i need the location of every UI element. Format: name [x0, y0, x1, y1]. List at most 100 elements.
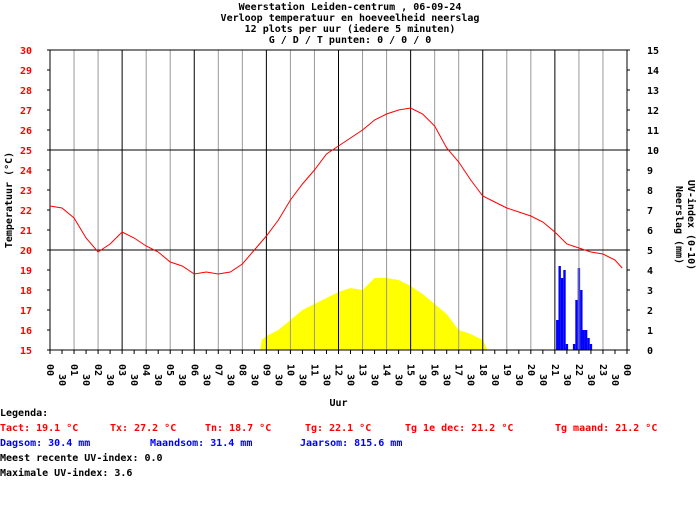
x-tick-label: 16 — [429, 364, 440, 376]
y-tick-label: 22 — [20, 206, 32, 217]
x-tick-label: 30 — [56, 374, 67, 386]
x-tick-label: 02 — [92, 364, 103, 376]
x-tick-label: 30 — [585, 374, 596, 386]
chart-title: Weerstation Leiden-centrum , 06-09-24 — [239, 1, 462, 13]
y2-tick-label: 6 — [647, 226, 653, 237]
x-tick-label: 01 — [68, 364, 79, 376]
y-tick-label: 24 — [20, 166, 32, 177]
y2-tick-label: 1 — [647, 326, 653, 337]
x-tick-label: 30 — [152, 374, 163, 386]
x-tick-label: 30 — [537, 374, 548, 386]
legend-temperature: Tact: 19.1 °C — [0, 423, 78, 434]
x-tick-label: 15 — [405, 364, 416, 376]
x-tick-label: 00 — [44, 364, 55, 376]
y-axis-label: Temperatuur (°C) — [4, 152, 15, 248]
x-tick-label: 30 — [441, 374, 452, 386]
x-tick-label: 30 — [80, 374, 91, 386]
rain-bar — [587, 338, 590, 350]
y2-tick-label: 0 — [647, 346, 653, 357]
x-tick-label: 30 — [513, 374, 524, 386]
x-tick-label: 30 — [417, 374, 428, 386]
y-tick-label: 19 — [20, 266, 32, 277]
x-tick-label: 30 — [609, 374, 620, 386]
x-tick-label: 30 — [128, 374, 139, 386]
legend-temperature: Tg 1e dec: 21.2 °C — [405, 423, 513, 434]
chart-title: Verloop temperatuur en hoeveelheid neers… — [221, 12, 480, 24]
y2-tick-label: 8 — [647, 186, 653, 197]
y-tick-label: 25 — [20, 146, 32, 157]
x-tick-label: 12 — [333, 364, 344, 376]
legend-uv: Maximale UV-index: 3.6 — [0, 467, 132, 479]
x-tick-label: 23 — [597, 364, 608, 376]
y2-tick-label: 11 — [647, 126, 659, 137]
legend-rain: Maandsom: 31.4 mm — [150, 438, 252, 449]
rain-bar — [582, 330, 585, 350]
x-tick-label: 30 — [393, 374, 404, 386]
rain-bar — [584, 330, 588, 350]
x-tick-label: 07 — [212, 364, 223, 376]
y2-tick-label: 4 — [647, 266, 653, 277]
rain-bar — [572, 344, 576, 350]
x-tick-label: 05 — [164, 364, 175, 376]
rain-bar — [560, 278, 564, 350]
x-tick-label: 30 — [561, 374, 572, 386]
y2-tick-label: 5 — [647, 246, 653, 257]
x-tick-label: 30 — [345, 374, 356, 386]
x-tick-label: 08 — [236, 364, 247, 376]
temperature-line — [49, 107, 623, 275]
x-tick-label: 03 — [116, 364, 127, 376]
y2-tick-label: 15 — [647, 46, 659, 57]
x-tick-label: 22 — [573, 364, 584, 376]
x-tick-label: 30 — [200, 374, 211, 386]
chart-title: 12 plots per uur (iedere 5 minuten) — [245, 23, 456, 35]
y2-tick-label: 2 — [647, 306, 653, 317]
y2-axis-label: UV-index (0-10) — [685, 180, 697, 270]
rain-bar — [580, 290, 583, 350]
y-tick-label: 21 — [20, 226, 32, 237]
x-tick-label: 30 — [104, 374, 115, 386]
y-tick-label: 26 — [20, 126, 32, 137]
y-tick-label: 15 — [20, 346, 32, 357]
rain-bar — [589, 344, 593, 350]
x-tick-label: 09 — [260, 364, 271, 376]
y2-tick-label: 10 — [647, 146, 659, 157]
uv-area — [260, 278, 488, 350]
x-tick-label: 30 — [176, 374, 187, 386]
x-tick-label: 06 — [188, 364, 199, 376]
x-tick-label: 14 — [381, 364, 392, 376]
y2-tick-label: 13 — [647, 86, 659, 97]
x-tick-label: 18 — [477, 364, 488, 376]
legend-rain: Jaarsom: 815.6 mm — [300, 438, 402, 449]
legend-rain: Dagsom: 30.4 mm — [0, 438, 90, 449]
legend-temperature: Tn: 18.7 °C — [205, 423, 271, 434]
x-tick-label: 11 — [308, 364, 319, 376]
x-tick-label: 19 — [501, 364, 512, 376]
y-tick-label: 18 — [20, 286, 32, 297]
y2-tick-label: 7 — [647, 206, 653, 217]
y2-tick-label: 3 — [647, 286, 653, 297]
y-tick-label: 29 — [20, 66, 32, 77]
x-tick-label: 04 — [140, 364, 151, 376]
x-tick-label: 30 — [224, 374, 235, 386]
legend-uv: Meest recente UV-index: 0.0 — [0, 452, 163, 464]
x-tick-label: 30 — [369, 374, 380, 386]
x-tick-label: 30 — [296, 374, 307, 386]
y2-tick-label: 14 — [647, 66, 659, 77]
y-tick-label: 20 — [20, 246, 32, 257]
x-tick-label: 30 — [489, 374, 500, 386]
chart-title: G / D / T punten: 0 / 0 / 0 — [269, 35, 432, 46]
legend-temperature: Tg: 22.1 °C — [305, 423, 371, 434]
y-tick-label: 28 — [20, 86, 32, 97]
legend-temperature: Tx: 27.2 °C — [110, 423, 176, 434]
y-tick-label: 16 — [20, 326, 32, 337]
legend-title: Legenda: — [0, 408, 48, 419]
plot-frame — [49, 49, 628, 351]
x-tick-label: 30 — [465, 374, 476, 386]
rain-bar — [563, 270, 566, 350]
x-tick-label: 20 — [525, 364, 536, 376]
rain-bar — [556, 320, 559, 350]
rain-bar — [575, 300, 578, 350]
rain-bar — [565, 344, 569, 350]
y-tick-label: 23 — [20, 186, 32, 197]
